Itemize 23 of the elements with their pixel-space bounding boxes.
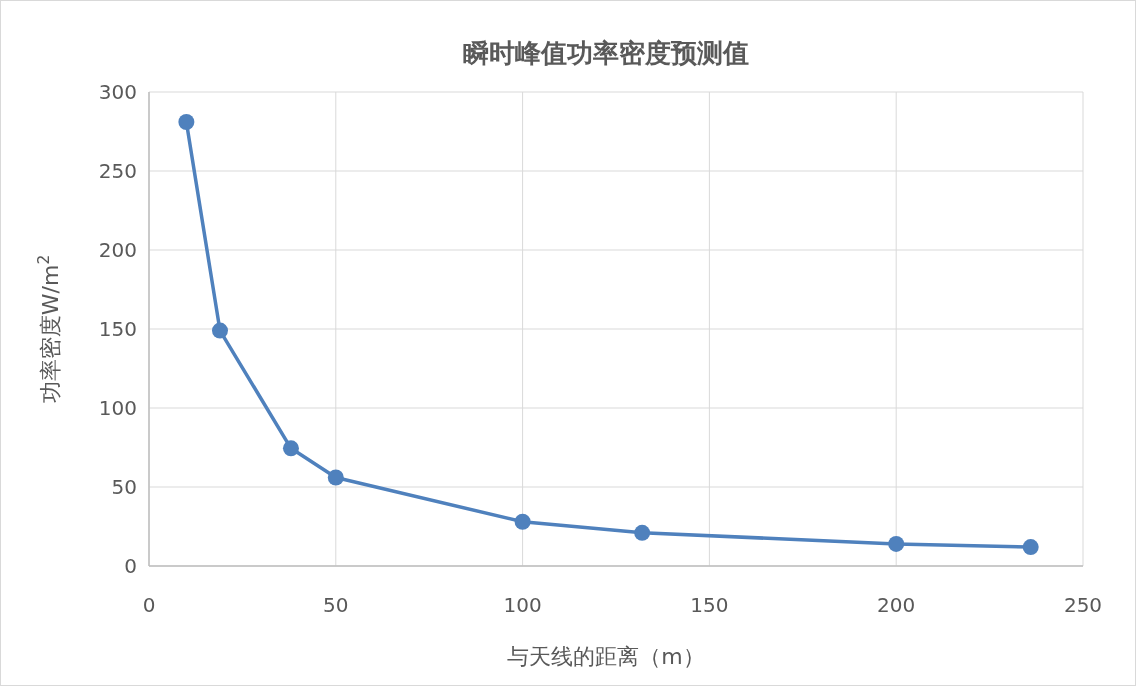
point	[1022, 539, 1039, 556]
point	[514, 513, 531, 530]
y-tick-label: 50	[111, 475, 137, 499]
x-tick-label: 150	[690, 593, 729, 617]
y-tick-label: 250	[98, 159, 137, 183]
x-tick-label: 100	[503, 593, 542, 617]
x-axis-title: 与天线的距离（m）	[507, 644, 705, 669]
y-tick-label: 100	[98, 396, 137, 420]
point	[888, 535, 905, 552]
y-tick-label: 0	[124, 554, 137, 578]
x-tick-label: 200	[877, 593, 916, 617]
chart-title: 瞬时峰值功率密度预测值	[463, 38, 749, 68]
point	[327, 469, 344, 486]
x-tick-label: 0	[142, 593, 156, 617]
point	[211, 322, 228, 339]
y-tick-label: 200	[98, 238, 137, 262]
point	[634, 524, 651, 541]
x-tick-label: 250	[1063, 593, 1103, 617]
x-tick-label: 50	[323, 593, 349, 617]
point	[282, 440, 299, 457]
point	[178, 114, 195, 131]
y-tick-label: 150	[98, 317, 137, 341]
y-tick-label: 300	[98, 80, 137, 104]
